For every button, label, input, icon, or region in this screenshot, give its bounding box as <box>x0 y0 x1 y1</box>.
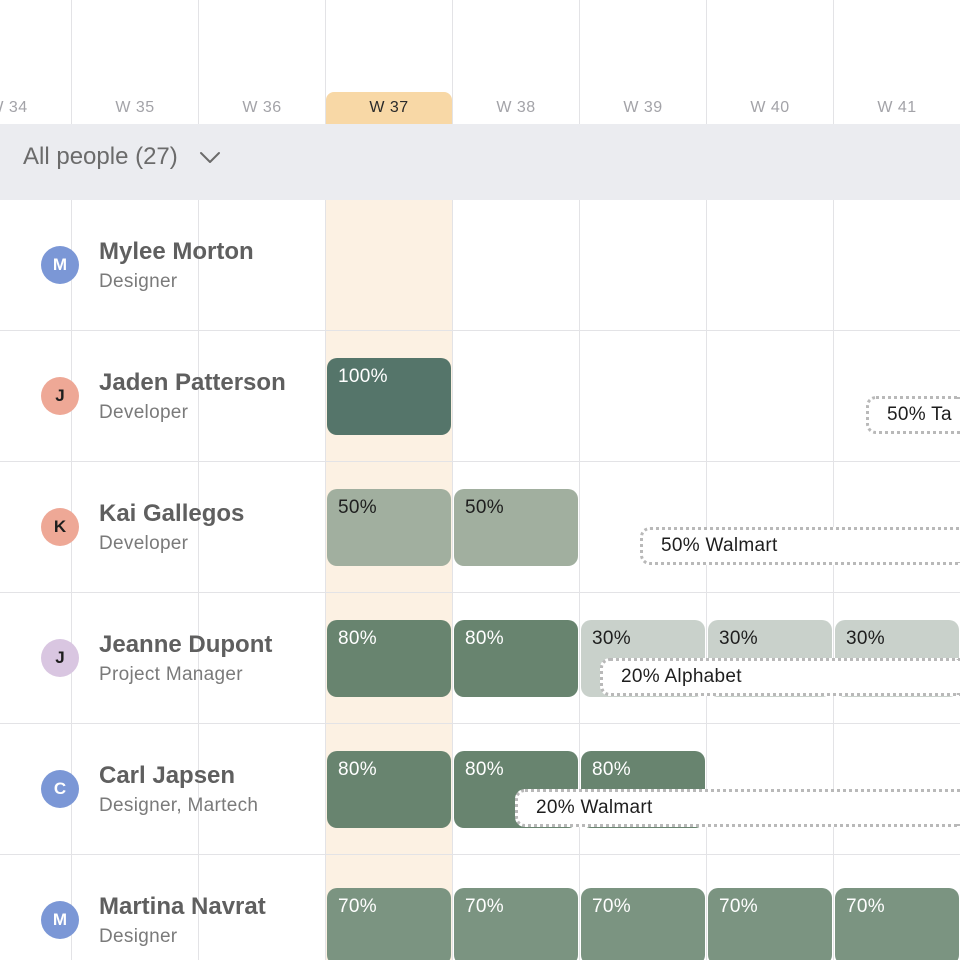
avatar: J <box>41 639 79 677</box>
person-role: Designer <box>99 271 178 292</box>
tentative-allocation[interactable]: 20% Walmart <box>515 789 960 827</box>
chevron-down-icon <box>199 152 220 163</box>
allocation-block[interactable]: 80% <box>327 620 451 697</box>
grid-line <box>71 0 72 960</box>
group-header-bar <box>0 124 960 200</box>
allocation-block[interactable]: 50% <box>327 489 451 566</box>
person-role: Designer <box>99 926 178 947</box>
avatar: C <box>41 770 79 808</box>
grid-line <box>198 0 199 960</box>
grid-line <box>579 0 580 960</box>
allocation-block[interactable]: 70% <box>454 888 578 960</box>
week-label-39: W 39 <box>623 99 663 116</box>
week-label-36: W 36 <box>242 99 282 116</box>
row-divider <box>0 330 960 331</box>
grid-line <box>452 0 453 960</box>
week-label-38: W 38 <box>496 99 536 116</box>
people-group-dropdown[interactable]: All people (27) <box>23 143 222 171</box>
grid-line <box>325 0 326 960</box>
tentative-allocation[interactable]: 20% Alphabet <box>600 658 960 696</box>
grid-line <box>706 0 707 960</box>
person-name: Jeanne Dupont <box>99 631 273 658</box>
allocation-block[interactable]: 70% <box>708 888 832 960</box>
person-role: Developer <box>99 533 189 554</box>
week-label-41: W 41 <box>877 99 917 116</box>
allocation-block[interactable]: 50% <box>454 489 578 566</box>
person-row-mylee-morton[interactable]: M Mylee Morton Designer <box>0 200 325 331</box>
row-divider <box>0 723 960 724</box>
group-title: All people (27) <box>23 143 178 170</box>
person-row-carl-japsen[interactable]: C Carl Japsen Designer, Martech <box>0 724 325 855</box>
allocation-block[interactable]: 70% <box>835 888 959 960</box>
allocation-block[interactable]: 100% <box>327 358 451 435</box>
week-label-35: W 35 <box>115 99 155 116</box>
avatar: M <box>41 246 79 284</box>
week-label-40: W 40 <box>750 99 790 116</box>
row-divider <box>0 461 960 462</box>
person-name: Mylee Morton <box>99 238 254 265</box>
week-label-34: W 34 <box>0 99 28 116</box>
avatar: K <box>41 508 79 546</box>
tentative-allocation[interactable]: 50% Walmart <box>640 527 960 565</box>
allocation-block[interactable]: 70% <box>581 888 705 960</box>
tentative-allocation[interactable]: 50% Ta <box>866 396 960 434</box>
person-row-martina-navrat[interactable]: M Martina Navrat Designer <box>0 855 325 960</box>
person-name: Jaden Patterson <box>99 369 286 396</box>
person-name: Carl Japsen <box>99 762 236 789</box>
person-role: Project Manager <box>99 664 243 685</box>
person-name: Martina Navrat <box>99 893 266 920</box>
person-role: Developer <box>99 402 189 423</box>
week-label-37-current[interactable]: W 37 <box>326 92 452 124</box>
row-divider <box>0 854 960 855</box>
person-row-jeanne-dupont[interactable]: J Jeanne Dupont Project Manager <box>0 593 325 724</box>
allocation-block[interactable]: 70% <box>327 888 451 960</box>
grid-line <box>833 0 834 960</box>
allocation-block[interactable]: 80% <box>454 620 578 697</box>
avatar: J <box>41 377 79 415</box>
person-name: Kai Gallegos <box>99 500 245 527</box>
avatar: M <box>41 901 79 939</box>
person-row-kai-gallegos[interactable]: K Kai Gallegos Developer <box>0 462 325 593</box>
row-divider <box>0 592 960 593</box>
person-role: Designer, Martech <box>99 795 259 816</box>
person-row-jaden-patterson[interactable]: J Jaden Patterson Developer <box>0 331 325 462</box>
allocation-block[interactable]: 80% <box>327 751 451 828</box>
